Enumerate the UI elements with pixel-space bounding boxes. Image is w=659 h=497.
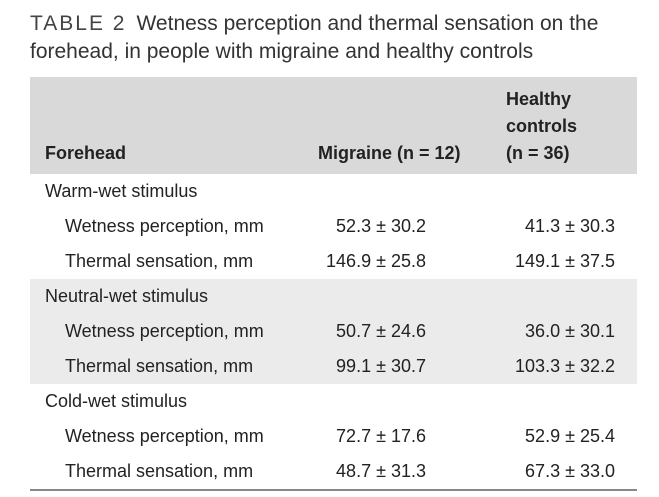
header-healthy-line2: controls xyxy=(506,116,578,136)
table-row: Thermal sensation, mm 48.7 ± 31.3 67.3 ±… xyxy=(30,454,637,489)
table-caption: TABLE 2 Wetness perception and thermal se… xyxy=(30,10,640,66)
section-row-neutral-wet: Neutral-wet stimulus xyxy=(30,279,637,314)
table-label: TABLE 2 xyxy=(30,12,127,35)
healthy-value: 103.3 ± 32.2 xyxy=(515,356,615,376)
section-title: Cold-wet stimulus xyxy=(45,391,188,411)
row-label: Wetness perception, mm xyxy=(65,426,264,446)
table-row: Wetness perception, mm 72.7 ± 17.6 52.9 … xyxy=(30,419,637,454)
section-title: Warm-wet stimulus xyxy=(45,181,198,201)
section-row-warm-wet: Warm-wet stimulus xyxy=(30,174,637,209)
section-title: Neutral-wet stimulus xyxy=(45,286,209,306)
table-row: Wetness perception, mm 50.7 ± 24.6 36.0 … xyxy=(30,314,637,349)
section-row-cold-wet: Cold-wet stimulus xyxy=(30,384,637,419)
table-bottom-rule xyxy=(30,489,637,491)
header-migraine: Migraine (n = 12) xyxy=(318,143,461,163)
table-row: Wetness perception, mm 52.3 ± 30.2 41.3 … xyxy=(30,209,637,244)
migraine-value: 48.7 ± 31.3 xyxy=(336,461,426,481)
table-row: Thermal sensation, mm 146.9 ± 25.8 149.1… xyxy=(30,244,637,279)
healthy-value: 41.3 ± 30.3 xyxy=(525,216,615,236)
header-forehead: Forehead xyxy=(45,143,127,163)
row-label: Thermal sensation, mm xyxy=(65,461,254,481)
healthy-value: 52.9 ± 25.4 xyxy=(525,426,615,446)
healthy-value: 67.3 ± 33.0 xyxy=(525,461,615,481)
healthy-value: 36.0 ± 30.1 xyxy=(525,321,615,341)
migraine-value: 50.7 ± 24.6 xyxy=(336,321,426,341)
row-label: Wetness perception, mm xyxy=(65,321,264,341)
header-healthy-controls: Healthy controls (n = 36) xyxy=(506,86,616,167)
healthy-value: 149.1 ± 37.5 xyxy=(515,251,615,271)
row-label: Wetness perception, mm xyxy=(65,216,264,236)
results-table: Forehead Migraine (n = 12) Healthy contr… xyxy=(30,77,637,491)
table-row: Thermal sensation, mm 99.1 ± 30.7 103.3 … xyxy=(30,349,637,384)
row-label: Thermal sensation, mm xyxy=(65,356,254,376)
migraine-value: 99.1 ± 30.7 xyxy=(336,356,426,376)
migraine-value: 52.3 ± 30.2 xyxy=(336,216,426,236)
migraine-value: 146.9 ± 25.8 xyxy=(326,251,426,271)
table-header: Forehead Migraine (n = 12) Healthy contr… xyxy=(30,77,637,174)
table-caption-text: Wetness perception and thermal sensation… xyxy=(30,12,599,63)
header-healthy-line1: Healthy xyxy=(506,89,572,109)
header-healthy-line3: (n = 36) xyxy=(506,143,570,163)
migraine-value: 72.7 ± 17.6 xyxy=(336,426,426,446)
row-label: Thermal sensation, mm xyxy=(65,251,254,271)
